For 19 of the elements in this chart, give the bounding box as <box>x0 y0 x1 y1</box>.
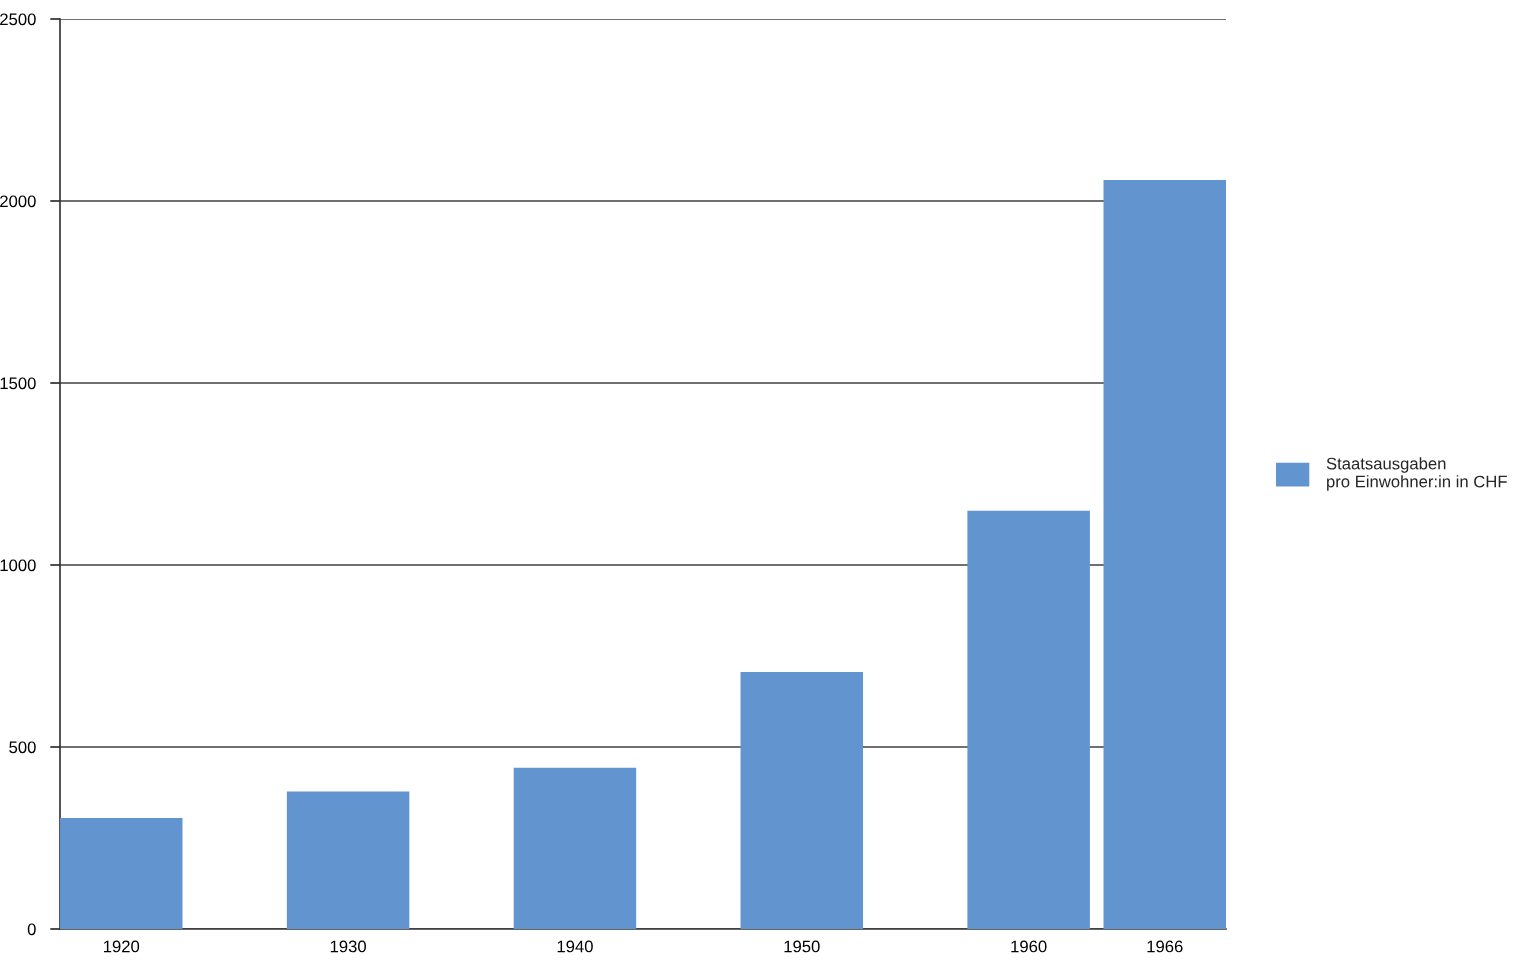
x-tick-label: 1960 <box>1011 940 1047 953</box>
x-tick-label: 1950 <box>784 940 820 953</box>
x-tick-label: 1930 <box>330 940 366 953</box>
x-tick-label: 1940 <box>557 940 593 953</box>
y-tick-label: 2500 <box>0 13 36 26</box>
bar <box>513 767 637 929</box>
y-tick-label: 1500 <box>0 377 36 390</box>
legend-label: Staatsausgaben pro Einwohner:in in CHF <box>1326 457 1507 491</box>
bar <box>1103 179 1226 929</box>
bar <box>60 817 183 929</box>
y-tick-label: 2000 <box>0 195 36 208</box>
y-tick-label: 1000 <box>0 559 36 572</box>
x-tick-label: 1966 <box>1147 940 1183 953</box>
bar <box>286 791 410 929</box>
x-tick-label: 1920 <box>103 940 140 953</box>
y-tick-label: 0 <box>27 923 36 936</box>
bar <box>740 672 864 929</box>
y-tick-label: 500 <box>9 741 36 754</box>
bar <box>967 510 1090 929</box>
